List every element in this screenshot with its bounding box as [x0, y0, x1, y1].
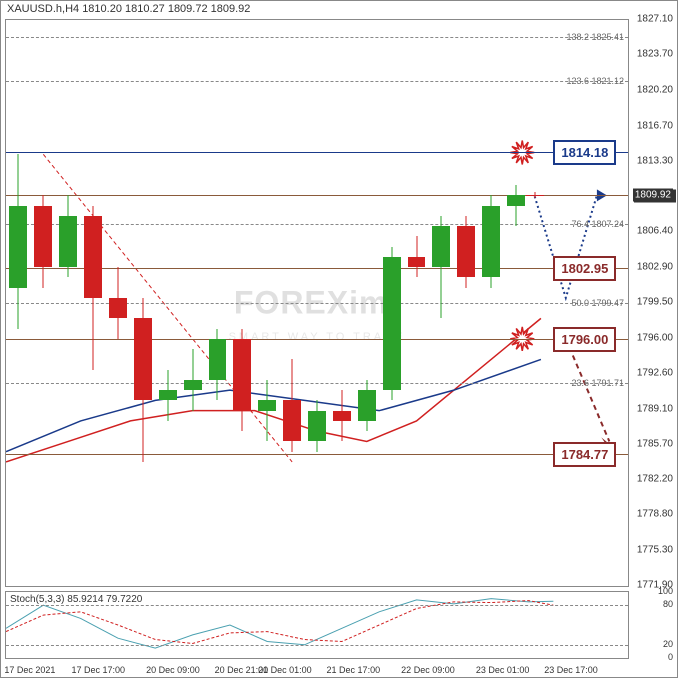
x-tick-label: 20 Dec 09:00 — [146, 665, 200, 675]
x-tick-label: 17 Dec 17:00 — [72, 665, 126, 675]
price-level-box: 1784.77 — [553, 442, 616, 467]
candle — [58, 20, 78, 586]
y-tick-label: 1799.50 — [637, 297, 673, 308]
candle — [481, 20, 501, 586]
fib-label: 23.6 1791.71 — [571, 378, 624, 388]
y-tick-label: 1813.30 — [637, 155, 673, 166]
candle — [332, 20, 352, 586]
y-tick-label: 1802.90 — [637, 262, 673, 273]
candle — [108, 20, 128, 586]
main-price-chart[interactable]: FOREXimf SMART WAY TO TRADE 138.2 1825.4… — [5, 19, 629, 587]
candle — [357, 20, 377, 586]
x-tick-label: 17 Dec 2021 — [4, 665, 55, 675]
fib-label: 138.2 1825.41 — [566, 32, 624, 42]
candle — [33, 20, 53, 586]
y-tick-label: 1809.92 — [633, 189, 673, 202]
price-level-box: 1814.18 — [553, 140, 616, 165]
y-tick-label: 1775.30 — [637, 545, 673, 556]
y-tick-label: 1796.00 — [637, 332, 673, 343]
x-tick-label: 23 Dec 17:00 — [544, 665, 598, 675]
price-level-box: 1802.95 — [553, 256, 616, 281]
y-tick-label: 1827.10 — [637, 14, 673, 25]
y-tick-label: 1782.20 — [637, 474, 673, 485]
indicator-hline — [6, 605, 628, 606]
x-axis: 17 Dec 202117 Dec 17:0020 Dec 09:0020 De… — [5, 659, 629, 677]
indicator-y-label: 80 — [663, 599, 673, 609]
indicator-y-label: 0 — [668, 652, 673, 662]
chart-container: XAUUSD.h,H4 1810.20 1810.27 1809.72 1809… — [0, 0, 678, 678]
candle — [232, 20, 252, 586]
fib-label: 50.0 1799.47 — [571, 298, 624, 308]
indicator-y-label: 20 — [663, 639, 673, 649]
candle — [8, 20, 28, 586]
price-level-box: 1796.00 — [553, 327, 616, 352]
y-axis-indicator: 10080200 — [629, 591, 677, 659]
chart-title: XAUUSD.h,H4 1810.20 1810.27 1809.72 1809… — [7, 3, 250, 15]
y-tick-label: 1816.70 — [637, 120, 673, 131]
candle — [382, 20, 402, 586]
x-tick-label: 23 Dec 01:00 — [476, 665, 530, 675]
y-tick-label: 1778.80 — [637, 509, 673, 520]
candle — [257, 20, 277, 586]
fib-label: 123.6 1821.12 — [566, 76, 624, 86]
stochastic-indicator[interactable]: Stoch(5,3,3) 85.9214 79.7220 — [5, 591, 629, 659]
y-tick-label: 1806.40 — [637, 226, 673, 237]
x-tick-label: 22 Dec 09:00 — [401, 665, 455, 675]
candle — [83, 20, 103, 586]
candle — [183, 20, 203, 586]
x-tick-label: 21 Dec 01:00 — [258, 665, 312, 675]
y-axis-main: 1827.101823.701820.201816.701813.301809.… — [629, 19, 677, 587]
candle — [456, 20, 476, 586]
candle — [307, 20, 327, 586]
candle — [407, 20, 427, 586]
y-tick-label: 1820.20 — [637, 84, 673, 95]
fib-label: 76.4 1807.24 — [571, 219, 624, 229]
candle — [282, 20, 302, 586]
candle — [158, 20, 178, 586]
indicator-y-label: 100 — [658, 586, 673, 596]
candle — [133, 20, 153, 586]
indicator-hline — [6, 645, 628, 646]
candle — [506, 20, 526, 586]
x-tick-label: 21 Dec 17:00 — [327, 665, 381, 675]
y-tick-label: 1823.70 — [637, 48, 673, 59]
indicator-title: Stoch(5,3,3) 85.9214 79.7220 — [10, 594, 142, 605]
candle — [208, 20, 228, 586]
y-tick-label: 1792.60 — [637, 367, 673, 378]
candle — [525, 20, 545, 586]
y-tick-label: 1789.10 — [637, 403, 673, 414]
candle — [431, 20, 451, 586]
y-tick-label: 1785.70 — [637, 438, 673, 449]
